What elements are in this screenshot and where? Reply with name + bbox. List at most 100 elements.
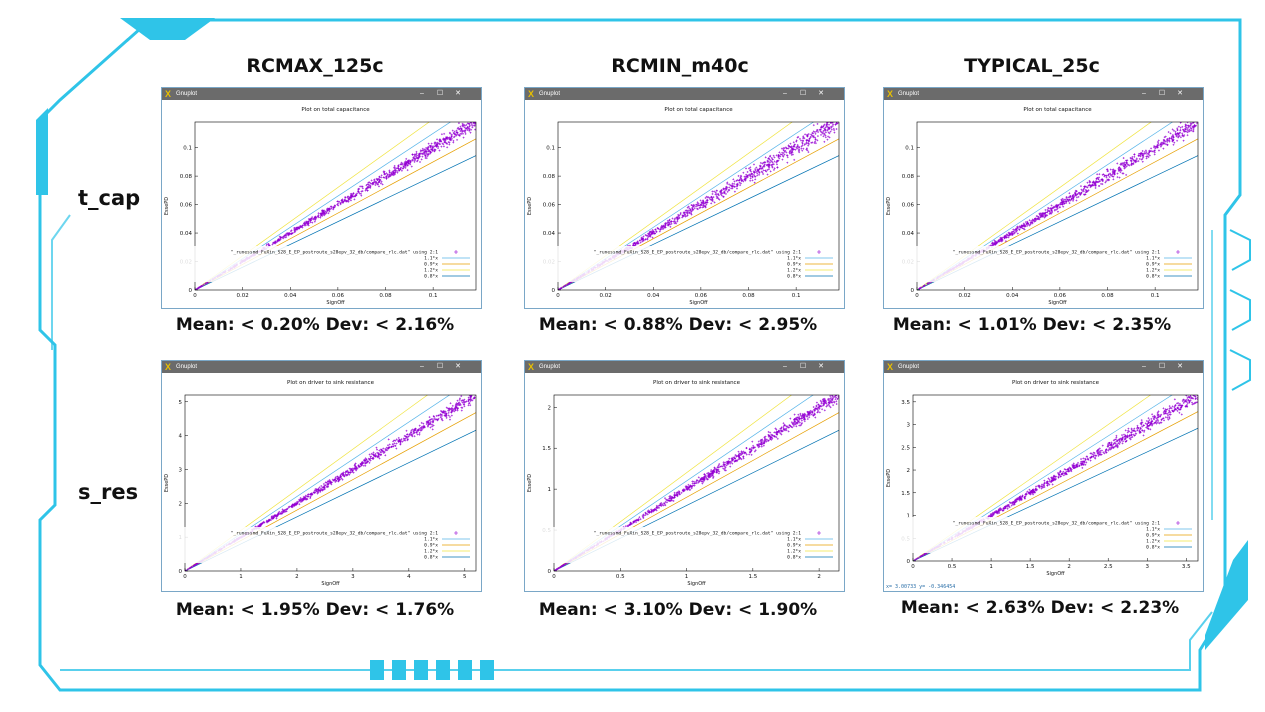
window-titlebar[interactable]: X Gnuplot – ☐ ✕ (162, 88, 481, 100)
data-point (1097, 454, 1100, 457)
data-point (474, 118, 476, 120)
data-point (472, 390, 474, 392)
data-point (832, 119, 834, 121)
data-point (639, 518, 642, 521)
data-point (410, 159, 413, 162)
data-point (282, 236, 285, 239)
gnuplot-window[interactable]: X Gnuplot – ☐ ✕ Plot on driver to sink resist… (883, 360, 1204, 592)
data-point (271, 517, 274, 520)
data-point (314, 488, 317, 491)
window-titlebar[interactable]: X Gnuplot – ☐ ✕ (162, 361, 481, 373)
close-button[interactable]: ✕ (455, 363, 461, 370)
maximize-button[interactable]: ☐ (436, 90, 444, 97)
close-button[interactable]: ✕ (818, 90, 824, 97)
data-point (1194, 119, 1196, 121)
data-point (374, 180, 377, 183)
close-button[interactable]: ✕ (818, 363, 824, 370)
close-button[interactable]: ✕ (455, 90, 461, 97)
minimize-button[interactable]: – (420, 90, 424, 97)
data-point (710, 470, 713, 473)
window-titlebar[interactable]: X Gnuplot – ☐ ✕ (525, 88, 844, 100)
data-point (641, 237, 644, 240)
data-point (364, 461, 367, 464)
data-point (928, 281, 931, 284)
data-point (763, 165, 766, 168)
data-point (832, 404, 835, 407)
data-point (773, 167, 776, 170)
minimize-button[interactable]: – (783, 363, 787, 370)
close-button[interactable]: ✕ (1177, 363, 1183, 370)
data-point (686, 486, 689, 489)
data-point (324, 484, 327, 487)
data-point (429, 426, 432, 429)
data-point (676, 494, 679, 497)
data-point (1107, 173, 1110, 176)
data-point (439, 414, 442, 417)
minimize-button[interactable]: – (1142, 363, 1146, 370)
gnuplot-window[interactable]: X Gnuplot – ☐ ✕ Plot on total capacitance 0 0.0… (161, 87, 482, 309)
data-point (1193, 392, 1195, 394)
window-titlebar[interactable]: X Gnuplot – ☐ ✕ (884, 361, 1203, 373)
data-point (470, 122, 473, 124)
gnuplot-window[interactable]: X Gnuplot – ☐ ✕ Plot on driver to sink resist… (161, 360, 482, 592)
data-point (1081, 189, 1084, 192)
data-point (814, 138, 817, 141)
data-point (1147, 156, 1150, 159)
data-point (803, 420, 806, 423)
data-point (820, 125, 823, 128)
data-point (769, 159, 772, 162)
data-point (1061, 197, 1064, 200)
y-axis-label: EssePD (527, 197, 533, 215)
data-point (686, 206, 689, 209)
data-point (382, 170, 385, 173)
data-point (1082, 190, 1085, 193)
data-point (647, 235, 650, 238)
data-point (783, 423, 786, 426)
data-point (746, 176, 749, 179)
minimize-button[interactable]: – (420, 363, 424, 370)
maximize-button[interactable]: ☐ (436, 363, 444, 370)
data-point (265, 243, 268, 246)
data-point (1104, 450, 1107, 453)
data-point (368, 461, 371, 464)
data-point (457, 128, 460, 131)
data-point (780, 147, 783, 150)
data-point (1162, 147, 1165, 150)
legend-label: 1.1*x (787, 537, 801, 543)
data-point (352, 195, 355, 198)
minimize-button[interactable]: – (783, 90, 787, 97)
gnuplot-window[interactable]: X Gnuplot – ☐ ✕ Plot on driver to sink resist… (524, 360, 845, 592)
close-button[interactable]: ✕ (1177, 90, 1183, 97)
maximize-button[interactable]: ☐ (799, 90, 807, 97)
data-point (795, 416, 798, 419)
data-point (465, 400, 468, 403)
gnuplot-window[interactable]: X Gnuplot – ☐ ✕ Plot on total capacitance 0 0.0… (524, 87, 845, 309)
data-point (1035, 215, 1038, 218)
maximize-button[interactable]: ☐ (1158, 90, 1166, 97)
legend-label: "_runessmd_FuXin_S28_E_EP_postroute_s28e… (231, 250, 439, 256)
data-point (667, 221, 670, 224)
data-point (1088, 183, 1091, 186)
window-titlebar[interactable]: X Gnuplot – ☐ ✕ (525, 361, 844, 373)
data-point (705, 203, 708, 206)
data-point (722, 188, 725, 191)
data-point (701, 478, 704, 481)
maximize-button[interactable]: ☐ (799, 363, 807, 370)
data-point (473, 124, 476, 127)
legend-label: 0.9*x (787, 543, 801, 549)
minimize-button[interactable]: – (1142, 90, 1146, 97)
gnuplot-window[interactable]: X Gnuplot – ☐ ✕ Plot on total capacitance 0 0.0… (883, 87, 1204, 309)
data-point (1126, 163, 1129, 166)
gnuplot-logo-icon: X (887, 89, 894, 99)
data-point (691, 204, 694, 207)
window-titlebar[interactable]: X Gnuplot – ☐ ✕ (884, 88, 1203, 100)
data-point (1147, 153, 1150, 156)
maximize-button[interactable]: ☐ (1158, 363, 1166, 370)
data-point (467, 127, 470, 130)
data-point (799, 424, 802, 427)
data-point (472, 124, 475, 127)
data-point (732, 178, 735, 181)
data-point (784, 146, 787, 149)
window-title: Gnuplot (539, 91, 561, 97)
